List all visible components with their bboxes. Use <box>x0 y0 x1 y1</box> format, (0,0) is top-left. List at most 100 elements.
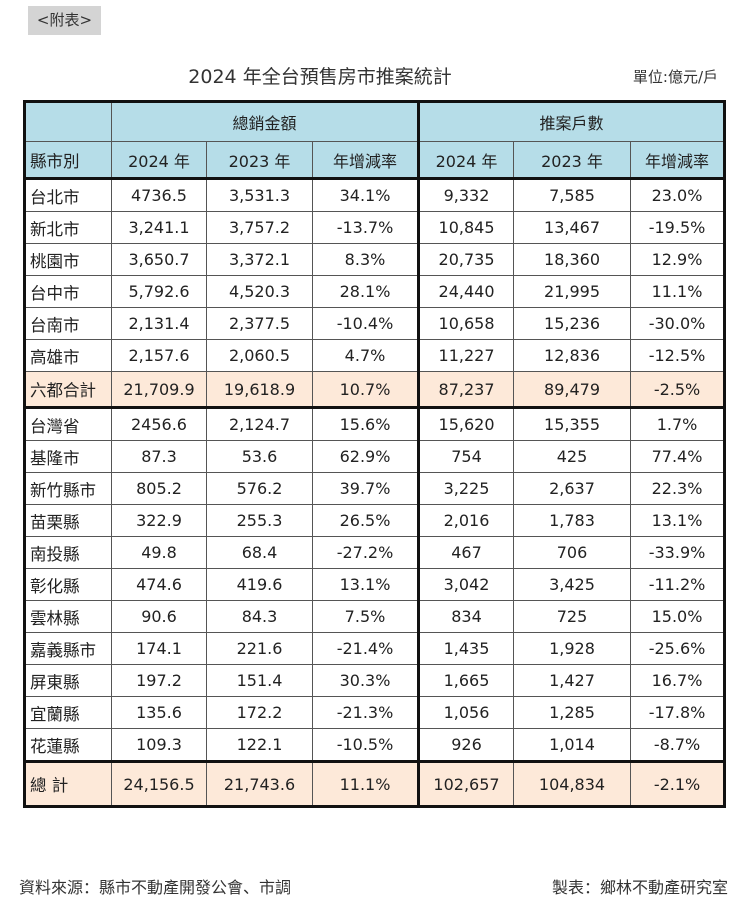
row-cell-a24: 21,709.9 <box>111 371 207 409</box>
table-row: 台中市 5,792.6 4,520.3 28.1% 24,440 21,995 11.1% <box>23 275 727 308</box>
table-row: 台北市 4736.5 3,531.3 34.1% 9,332 7,585 23.0% <box>23 178 727 212</box>
row-cell-ac: 28.1% <box>311 275 421 308</box>
row-cell-a24: 4736.5 <box>111 178 207 212</box>
table-row: 花蓮縣 109.3 122.1 -10.5% 926 1,014 -8.7% <box>23 728 727 762</box>
row-cell-a24: 3,241.1 <box>111 211 207 244</box>
row-city: 桃園市 <box>23 243 112 276</box>
table-row: 桃園市 3,650.7 3,372.1 8.3% 20,735 18,360 12.9% <box>23 243 727 276</box>
row-cell-a24: 135.6 <box>111 696 207 729</box>
row-cell-a23: 2,060.5 <box>206 339 313 372</box>
row-cell-uc: -8.7% <box>630 728 727 762</box>
table-row: 基隆市 87.3 53.6 62.9% 754 425 77.4% <box>23 440 727 473</box>
row-cell-uc: 23.0% <box>630 178 727 212</box>
row-cell-a23: 122.1 <box>206 728 313 762</box>
table-row: 六都合計 21,709.9 19,618.9 10.7% 87,237 89,479 -2.… <box>23 371 727 409</box>
row-city: 台北市 <box>23 178 112 212</box>
row-cell-ac: -10.4% <box>311 307 421 340</box>
table-row: 新竹縣市 805.2 576.2 39.7% 3,225 2,637 22.3% <box>23 472 727 505</box>
row-cell-a24: 805.2 <box>111 472 207 505</box>
row-cell-a24: 109.3 <box>111 728 207 762</box>
row-cell-ac: 10.7% <box>311 371 421 409</box>
header-row-group: 總銷金額 推案戶數 <box>23 100 727 142</box>
row-cell-u23: 1,427 <box>513 664 632 697</box>
source-note: 資料來源：縣市不動產開發公會、市調 <box>19 878 292 897</box>
row-cell-a24: 197.2 <box>111 664 207 697</box>
row-city: 基隆市 <box>23 440 112 473</box>
header-units-2024: 2024 年 <box>418 141 515 180</box>
table-row: 屏東縣 197.2 151.4 30.3% 1,665 1,427 16.7% <box>23 664 727 697</box>
row-city: 屏東縣 <box>23 664 112 697</box>
row-cell-a24: 3,650.7 <box>111 243 207 276</box>
header-units-group: 推案戶數 <box>418 100 727 142</box>
row-cell-a23: 19,618.9 <box>206 371 313 409</box>
row-cell-u23: 7,585 <box>513 178 632 212</box>
row-cell-ac: 11.1% <box>311 760 421 808</box>
row-cell-u24: 467 <box>418 536 515 569</box>
row-cell-u24: 87,237 <box>418 371 515 409</box>
header-city: 縣市別 <box>23 141 112 180</box>
row-cell-u23: 18,360 <box>513 243 632 276</box>
header-amount-change: 年增減率 <box>311 141 421 180</box>
row-cell-a24: 2456.6 <box>111 407 207 441</box>
row-cell-a23: 255.3 <box>206 504 313 537</box>
row-city: 新北市 <box>23 211 112 244</box>
row-cell-u24: 11,227 <box>418 339 515 372</box>
row-city: 台灣省 <box>23 407 112 441</box>
row-cell-uc: -25.6% <box>630 632 727 665</box>
row-cell-a24: 2,131.4 <box>111 307 207 340</box>
row-cell-u23: 2,637 <box>513 472 632 505</box>
row-cell-a23: 151.4 <box>206 664 313 697</box>
row-cell-a23: 84.3 <box>206 600 313 633</box>
table-row: 南投縣 49.8 68.4 -27.2% 467 706 -33.9% <box>23 536 727 569</box>
row-cell-u23: 725 <box>513 600 632 633</box>
row-cell-u24: 1,665 <box>418 664 515 697</box>
row-cell-u24: 10,658 <box>418 307 515 340</box>
row-city: 宜蘭縣 <box>23 696 112 729</box>
row-city: 彰化縣 <box>23 568 112 601</box>
row-cell-ac: 7.5% <box>311 600 421 633</box>
row-city: 新竹縣市 <box>23 472 112 505</box>
appendix-tag: <附表> <box>28 6 101 35</box>
row-cell-uc: 16.7% <box>630 664 727 697</box>
row-cell-uc: -11.2% <box>630 568 727 601</box>
table-row: 高雄市 2,157.6 2,060.5 4.7% 11,227 12,836 -12.5% <box>23 339 727 372</box>
header-amount-2023: 2023 年 <box>206 141 313 180</box>
row-cell-u23: 12,836 <box>513 339 632 372</box>
row-cell-ac: 8.3% <box>311 243 421 276</box>
row-cell-a24: 24,156.5 <box>111 760 207 808</box>
header-amount-group: 總銷金額 <box>110 100 421 142</box>
row-cell-a23: 3,531.3 <box>206 178 313 212</box>
row-cell-a24: 5,792.6 <box>111 275 207 308</box>
row-cell-a23: 21,743.6 <box>206 760 313 808</box>
row-cell-uc: -17.8% <box>630 696 727 729</box>
table-row: 雲林縣 90.6 84.3 7.5% 834 725 15.0% <box>23 600 727 633</box>
row-cell-u24: 834 <box>418 600 515 633</box>
row-cell-u24: 20,735 <box>418 243 515 276</box>
row-cell-a23: 172.2 <box>206 696 313 729</box>
row-cell-a24: 90.6 <box>111 600 207 633</box>
table-title: 2024 年全台預售房市推案統計 <box>188 66 452 88</box>
row-cell-ac: 26.5% <box>311 504 421 537</box>
table-row: 苗栗縣 322.9 255.3 26.5% 2,016 1,783 13.1% <box>23 504 727 537</box>
row-cell-uc: -2.1% <box>630 760 727 808</box>
row-cell-uc: 15.0% <box>630 600 727 633</box>
row-cell-a23: 2,124.7 <box>206 407 313 441</box>
row-cell-uc: 12.9% <box>630 243 727 276</box>
row-cell-uc: 77.4% <box>630 440 727 473</box>
table-row: 台南市 2,131.4 2,377.5 -10.4% 10,658 15,236 -30.0… <box>23 307 727 340</box>
table-row: 新北市 3,241.1 3,757.2 -13.7% 10,845 13,467 -19.5… <box>23 211 727 244</box>
row-cell-u23: 1,783 <box>513 504 632 537</box>
row-cell-ac: -21.4% <box>311 632 421 665</box>
row-cell-a23: 3,372.1 <box>206 243 313 276</box>
row-cell-ac: -21.3% <box>311 696 421 729</box>
row-cell-uc: -19.5% <box>630 211 727 244</box>
header-amount-2024: 2024 年 <box>111 141 207 180</box>
row-cell-u23: 1,014 <box>513 728 632 762</box>
row-cell-u23: 89,479 <box>513 371 632 409</box>
row-cell-a24: 322.9 <box>111 504 207 537</box>
row-cell-uc: -2.5% <box>630 371 727 409</box>
row-cell-ac: 15.6% <box>311 407 421 441</box>
row-cell-u24: 1,056 <box>418 696 515 729</box>
header-corner <box>23 100 112 142</box>
row-cell-ac: -10.5% <box>311 728 421 762</box>
